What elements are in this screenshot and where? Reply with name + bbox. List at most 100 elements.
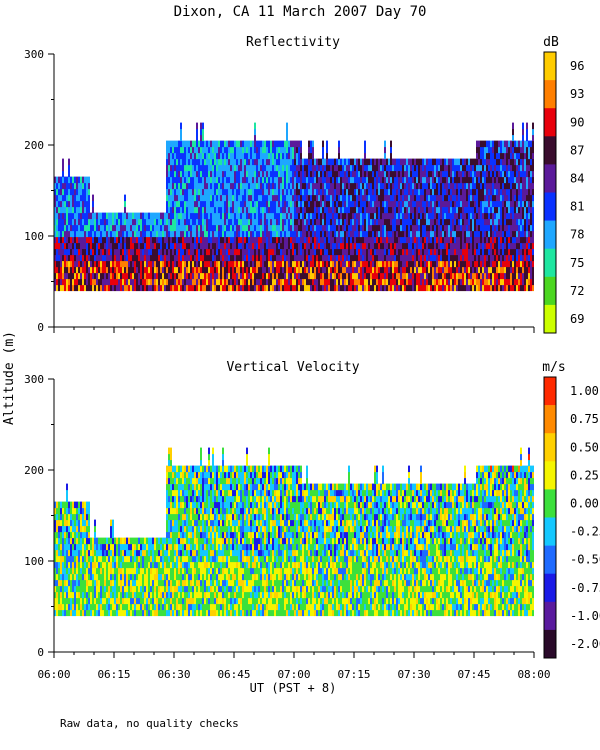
field-cell [324,200,326,208]
field-cell [416,206,418,214]
field-cell [188,278,190,286]
field-cell [188,140,190,148]
field-cell [498,266,500,274]
field-cell [66,272,68,280]
field-cell [342,224,344,232]
field-cell [74,224,76,232]
field-cell [418,206,420,214]
field-cell [438,230,440,238]
field-cell [364,164,366,172]
field-cell [242,242,244,250]
field-cell [354,278,356,286]
field-cell [426,272,428,280]
field-cell [412,170,414,178]
field-cell [346,218,348,226]
field-cell [168,170,170,178]
field-cell [234,152,236,160]
field-cell [344,206,346,214]
field-cell [224,176,226,184]
field-cell [58,236,60,244]
field-cell [210,140,212,148]
field-cell [152,218,154,226]
field-cell [150,266,152,274]
field-cell [374,188,376,196]
field-cell [362,164,364,172]
field-cell [316,206,318,214]
field-cell [290,140,292,148]
field-cell [400,188,402,196]
field-cell [506,230,508,238]
field-cell [482,224,484,232]
field-cell [450,260,452,268]
field-cell [98,278,100,286]
field-cell [364,146,366,154]
field-cell [488,164,490,172]
field-cell [130,260,132,268]
field-cell [378,224,380,232]
field-cell [330,182,332,190]
field-cell [166,242,168,250]
field-cell [196,140,198,148]
field-cell [404,260,406,268]
field-cell [206,164,208,172]
field-cell [330,188,332,196]
field-cell [290,212,292,220]
field-cell [404,188,406,196]
field-cell [306,254,308,262]
field-cell [196,254,198,262]
field-cell [248,278,250,286]
field-cell [182,284,184,292]
field-cell [242,254,244,262]
field-cell [460,236,462,244]
field-cell [484,146,486,154]
field-cell [462,200,464,208]
field-cell [70,254,72,262]
field-cell [432,182,434,190]
field-cell [148,242,150,250]
field-cell [432,248,434,256]
field-cell [230,146,232,154]
field-cell [200,260,202,268]
field-cell [180,128,182,136]
field-cell [374,176,376,184]
field-cell [492,260,494,268]
field-cell [312,152,314,160]
field-cell [474,248,476,256]
field-cell [468,236,470,244]
field-cell [292,140,294,148]
field-cell [244,272,246,280]
field-cell [376,158,378,166]
field-cell [346,176,348,184]
field-cell [236,260,238,268]
field-cell [304,284,306,292]
field-cell [168,218,170,226]
field-cell [264,194,266,202]
field-cell [498,230,500,238]
field-cell [394,194,396,202]
field-cell [224,236,226,244]
field-cell [422,248,424,256]
field-cell [402,206,404,214]
field-cell [360,266,362,274]
field-cell [58,182,60,190]
field-cell [268,254,270,262]
field-cell [322,194,324,202]
field-cell [206,140,208,148]
field-cell [484,206,486,214]
field-cell [276,152,278,160]
field-cell [276,176,278,184]
field-cell [372,272,374,280]
field-cell [454,158,456,166]
field-cell [436,218,438,226]
field-cell [410,236,412,244]
field-cell [474,254,476,262]
field-cell [268,206,270,214]
field-cell [252,188,254,196]
field-cell [270,182,272,190]
field-cell [224,140,226,148]
field-cell [62,188,64,196]
field-cell [426,176,428,184]
field-cell [172,248,174,256]
field-cell [464,164,466,172]
field-cell [476,176,478,184]
